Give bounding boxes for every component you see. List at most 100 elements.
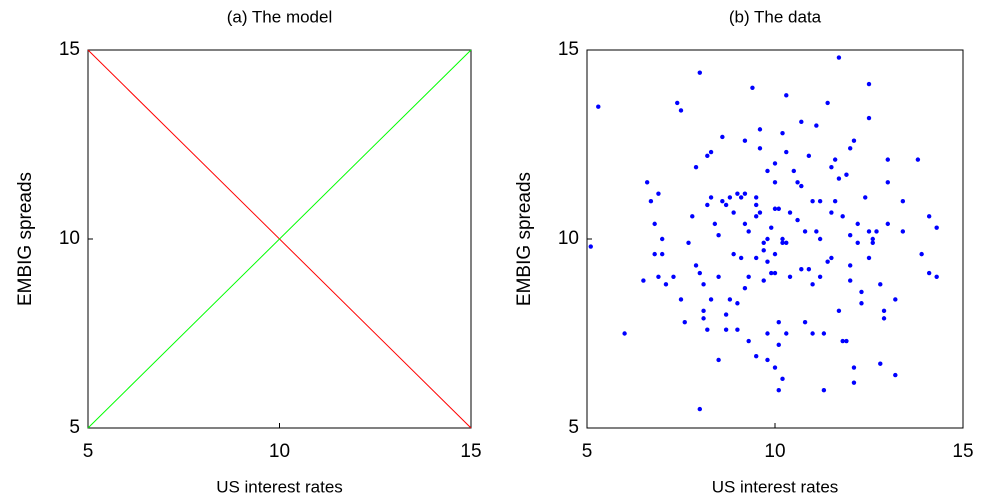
point [817, 236, 823, 242]
x-axis-label: US interest rates [216, 477, 343, 496]
point [900, 229, 906, 234]
point [765, 331, 770, 336]
point [705, 327, 710, 332]
point [934, 225, 939, 230]
point [686, 240, 691, 245]
point [765, 259, 770, 264]
point [652, 221, 657, 227]
point [881, 316, 887, 321]
point [810, 199, 815, 204]
point [742, 221, 748, 227]
point [859, 301, 864, 306]
point [859, 289, 864, 295]
point [663, 282, 669, 287]
point [693, 164, 699, 170]
point [772, 270, 778, 276]
point [863, 195, 868, 200]
point [757, 146, 763, 151]
point [723, 312, 729, 317]
point [761, 278, 766, 283]
point [596, 104, 601, 109]
point [776, 319, 781, 325]
y-tick-label: 15 [558, 39, 579, 60]
point [874, 229, 879, 234]
point [723, 202, 729, 208]
point [720, 134, 725, 140]
point [754, 353, 759, 359]
point [802, 229, 808, 234]
x-tick-label: 10 [269, 441, 290, 462]
point [832, 199, 838, 204]
point [697, 270, 702, 276]
point [678, 108, 684, 113]
point [848, 233, 853, 238]
point [780, 376, 785, 382]
point [851, 380, 857, 385]
point [784, 93, 789, 98]
point [817, 274, 823, 279]
point [829, 255, 834, 261]
point [787, 210, 793, 215]
point [851, 138, 857, 143]
point [690, 214, 695, 219]
point [810, 282, 815, 287]
point [697, 70, 702, 75]
point [708, 297, 714, 302]
point [855, 240, 860, 245]
point [716, 357, 721, 363]
point [701, 282, 706, 287]
point [780, 236, 785, 242]
point [799, 267, 804, 272]
point [825, 100, 830, 106]
point [776, 206, 781, 211]
point [870, 240, 875, 245]
point [848, 146, 853, 151]
point [761, 248, 766, 253]
point [919, 251, 924, 257]
chart-title: (a) The model [227, 7, 333, 26]
point [742, 285, 748, 291]
point [799, 119, 804, 125]
point [787, 274, 793, 279]
point [791, 168, 796, 174]
point [866, 115, 872, 121]
point [697, 406, 702, 412]
point [934, 274, 939, 279]
x-tick-label: 15 [460, 441, 481, 462]
point [641, 278, 646, 283]
point [885, 157, 890, 162]
point [765, 168, 770, 174]
y-tick-label: 5 [568, 417, 579, 438]
point [708, 195, 714, 200]
point [870, 236, 875, 242]
point [678, 297, 684, 302]
point [772, 365, 778, 370]
point [855, 221, 860, 227]
point [776, 342, 781, 348]
y-tick-label: 15 [59, 39, 80, 60]
point [926, 270, 932, 276]
x-axis-label: US interest rates [712, 477, 839, 496]
point [829, 164, 834, 170]
point [765, 236, 770, 242]
point [648, 199, 654, 204]
point [799, 183, 804, 189]
point [693, 263, 699, 268]
point [851, 365, 857, 370]
point [682, 319, 687, 325]
point [893, 372, 898, 378]
point [885, 180, 890, 185]
point [795, 180, 800, 185]
point [784, 331, 789, 336]
y-axis-label: EMBIG spreads [514, 172, 535, 306]
point [832, 157, 838, 162]
point [716, 274, 721, 279]
point [769, 270, 774, 276]
point [727, 195, 733, 200]
point [900, 199, 906, 204]
point [757, 127, 763, 132]
point [731, 251, 736, 257]
point [817, 199, 823, 204]
point [878, 361, 883, 366]
